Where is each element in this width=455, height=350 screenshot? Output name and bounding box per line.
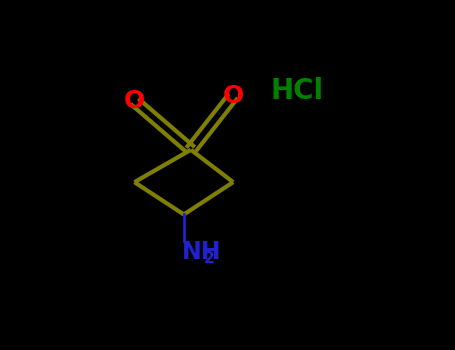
Text: O: O xyxy=(222,84,244,108)
Text: O: O xyxy=(124,89,145,113)
Text: NH: NH xyxy=(182,240,222,264)
Text: 2: 2 xyxy=(204,251,215,266)
Text: HCl: HCl xyxy=(270,77,323,105)
